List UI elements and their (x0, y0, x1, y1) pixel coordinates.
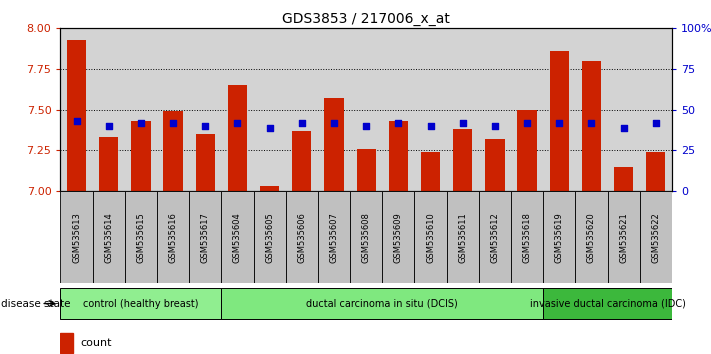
Bar (356, 149, 376, 191)
Bar (607, 191, 640, 283)
Text: GSM535621: GSM535621 (619, 212, 628, 263)
Point (135, 120, 146, 126)
Point (521, 120, 533, 126)
Bar (286, 191, 318, 283)
Bar (614, 167, 634, 191)
Bar (389, 121, 408, 191)
Point (618, 125, 629, 131)
Point (457, 120, 469, 126)
Text: GSM535610: GSM535610 (426, 212, 435, 263)
Text: GSM535612: GSM535612 (491, 212, 499, 263)
Point (360, 123, 372, 129)
Bar (60, 289, 221, 319)
Bar (99, 137, 118, 191)
Bar (221, 191, 254, 283)
Bar (383, 191, 415, 283)
Point (328, 120, 340, 126)
Point (489, 123, 501, 129)
Bar (453, 129, 472, 191)
Bar (318, 191, 350, 283)
Text: GSM535609: GSM535609 (394, 212, 403, 263)
Bar (421, 152, 440, 191)
Point (586, 120, 597, 126)
Bar (518, 110, 537, 191)
Bar (67, 40, 86, 191)
Point (296, 120, 307, 126)
Bar (511, 191, 543, 283)
Bar (157, 191, 189, 283)
Text: GSM535619: GSM535619 (555, 212, 564, 263)
Point (554, 120, 565, 126)
Text: GSM535620: GSM535620 (587, 212, 596, 263)
Text: GSM535606: GSM535606 (297, 212, 306, 263)
Text: GSM535616: GSM535616 (169, 212, 178, 263)
Text: GSM535613: GSM535613 (72, 212, 81, 263)
Text: ductal carcinoma in situ (DCIS): ductal carcinoma in situ (DCIS) (306, 298, 458, 309)
Bar (260, 186, 279, 191)
Bar (640, 191, 672, 283)
Bar (646, 152, 665, 191)
Text: GSM535622: GSM535622 (651, 212, 661, 263)
Bar (543, 191, 575, 283)
Text: GSM535604: GSM535604 (233, 212, 242, 263)
Point (71, 118, 82, 124)
Text: GSM535608: GSM535608 (362, 212, 370, 263)
Bar (485, 139, 505, 191)
Point (103, 123, 114, 129)
Bar (550, 51, 569, 191)
Bar (292, 131, 311, 191)
Text: GSM535607: GSM535607 (329, 212, 338, 263)
Text: control (healthy breast): control (healthy breast) (83, 298, 198, 309)
Point (200, 123, 211, 129)
Bar (132, 121, 151, 191)
Bar (350, 191, 383, 283)
Bar (92, 191, 125, 283)
Point (232, 120, 243, 126)
Point (167, 120, 178, 126)
Bar (221, 289, 543, 319)
Point (392, 120, 404, 126)
Bar (228, 85, 247, 191)
Bar (415, 191, 447, 283)
Title: GDS3853 / 217006_x_at: GDS3853 / 217006_x_at (282, 12, 450, 26)
Bar (543, 289, 672, 319)
Point (650, 120, 661, 126)
Text: GSM535605: GSM535605 (265, 212, 274, 263)
Point (425, 123, 437, 129)
Bar (189, 191, 221, 283)
Text: disease state: disease state (1, 298, 71, 309)
Bar (125, 191, 157, 283)
Bar (60, 333, 73, 353)
Text: count: count (80, 338, 112, 348)
Bar (254, 191, 286, 283)
Text: invasive ductal carcinoma (IDC): invasive ductal carcinoma (IDC) (530, 298, 685, 309)
Bar (447, 191, 479, 283)
Bar (582, 61, 601, 191)
Text: GSM535611: GSM535611 (458, 212, 467, 263)
Bar (479, 191, 511, 283)
Bar (324, 98, 343, 191)
Text: GSM535618: GSM535618 (523, 212, 532, 263)
Bar (575, 191, 607, 283)
Text: GSM535615: GSM535615 (137, 212, 145, 263)
Bar (164, 112, 183, 191)
Bar (60, 191, 92, 283)
Text: GSM535614: GSM535614 (105, 212, 113, 263)
Bar (196, 134, 215, 191)
Text: GSM535617: GSM535617 (201, 212, 210, 263)
Point (264, 125, 275, 131)
